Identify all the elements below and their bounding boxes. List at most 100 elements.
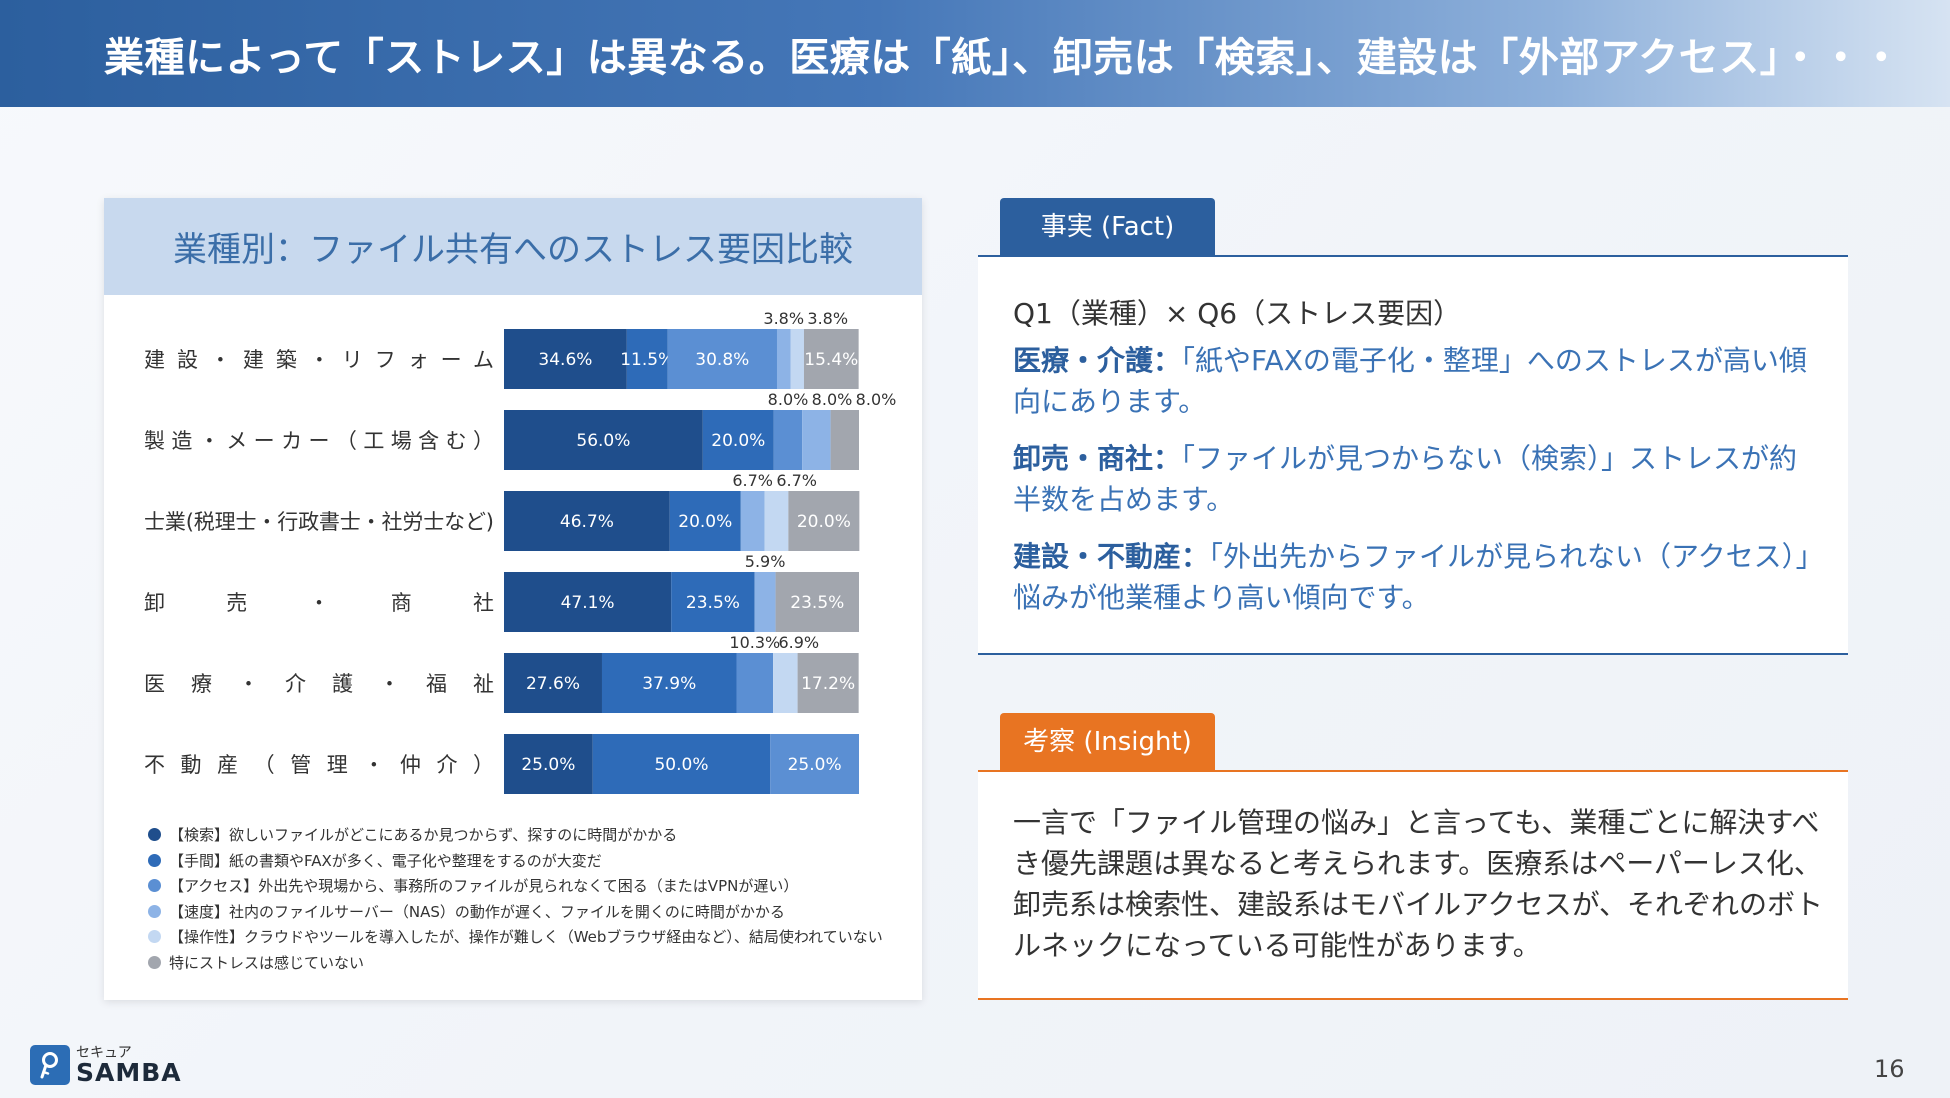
samba-logo: セキュア SAMBA [30, 1045, 182, 1085]
category-label: 製造・メーカー（工場含む） [144, 429, 494, 453]
bar-segment [790, 329, 804, 389]
bar-segment [504, 734, 593, 794]
bar-segment [797, 653, 859, 713]
logo-title: SAMBA [76, 1057, 182, 1087]
data-label: 47.1% [561, 593, 615, 613]
data-label: 20.0% [797, 512, 851, 532]
legend-label: 【アクセス】外出先や現場から、事務所のファイルが見られなくて困る（またはVPNが… [169, 877, 799, 896]
chart-title: 業種別：ファイル共有へのストレス要因比較 [173, 230, 853, 270]
legend-item: 【操作性】クラウドやツールを導入したが、操作が難しく（Webブラウザ経由など）、… [148, 924, 908, 950]
fact-item-label: 建設・不動産： [1013, 540, 1210, 573]
bar-segment [740, 491, 765, 551]
bar-segment [775, 572, 859, 632]
chart-card: 業種別：ファイル共有へのストレス要因比較 建設・建築・リフォーム 34.6% 11.… [104, 198, 922, 1000]
logo-subtitle: セキュア [76, 1044, 132, 1061]
data-label: 8.0% [768, 390, 809, 409]
fact-item-text: 「紙やFAXの電子化・整理」へのストレスが高い傾向にあります。 [1013, 344, 1807, 418]
data-label: 5.9% [745, 552, 786, 571]
data-label: 25.0% [788, 755, 842, 775]
bar-segment [504, 491, 670, 551]
insight-text: 一言で「ファイル管理の悩み」と言っても、業種ごとに解決すべき優先課題は異なると考… [1013, 806, 1824, 962]
data-label: 6.7% [776, 471, 817, 490]
chart-legend: 【検索】欲しいファイルがどこにあるか見つからず、探すのに時間がかかる【手間】紙の… [148, 822, 908, 975]
fact-item-wholesale: 卸売・商社：「ファイルが見つからない（検索）」ストレスが約半数を占めます。 [1013, 438, 1823, 520]
data-label: 34.6% [538, 350, 592, 370]
data-label: 3.8% [763, 309, 804, 328]
bar-segment [504, 410, 703, 470]
category-label: 不動産（管理・仲介） [144, 753, 494, 777]
data-label: 37.9% [642, 674, 696, 694]
data-label: 25.0% [521, 755, 575, 775]
data-label: 23.5% [686, 593, 740, 613]
insight-panel: 一言で「ファイル管理の悩み」と言っても、業種ごとに解決すべき優先課題は異なると考… [978, 770, 1848, 1000]
data-label: 27.6% [526, 674, 580, 694]
stacked-bar-chart: 建設・建築・リフォーム 34.6% 11.5% 30.8% 15.4% 3.8% 3.8% 製… [144, 309, 897, 794]
bar-segment [777, 329, 791, 389]
fact-question: Q1（業種）× Q6（ストレス要因） [1013, 297, 1462, 330]
data-label: 10.3% [729, 633, 780, 652]
fact-item-label: 医療・介護： [1013, 344, 1182, 377]
bar-segment [770, 734, 859, 794]
data-label: 8.0% [856, 390, 897, 409]
data-label: 15.4% [804, 350, 858, 370]
legend-item: 特にストレスは感じていない [148, 950, 908, 976]
legend-item: 【検索】欲しいファイルがどこにあるか見つからず、探すのに時間がかかる [148, 822, 908, 848]
bar-segment [702, 410, 774, 470]
header-banner: 業種によって「ストレス」は異なる。医療は「紙」、卸売は「検索」、建設は「外部アク… [0, 0, 1950, 107]
legend-label: 【速度】社内のファイルサーバー（NAS）の動作が遅く、ファイルを開くのに時間がか… [169, 902, 785, 921]
fact-item-label: 卸売・商社： [1013, 442, 1182, 475]
data-label: 11.5% [620, 350, 674, 370]
legend-dot-icon [148, 828, 161, 842]
bar-segment [504, 329, 627, 389]
data-label: 30.8% [695, 350, 749, 370]
bar-segment [667, 329, 777, 389]
bar-segment [626, 329, 668, 389]
bar-segment [773, 410, 803, 470]
data-label: 50.0% [654, 755, 708, 775]
bar-segment [830, 410, 859, 470]
fact-tab: 事実 (Fact) [1000, 198, 1215, 256]
legend-item: 【速度】社内のファイルサーバー（NAS）の動作が遅く、ファイルを開くのに時間がか… [148, 899, 908, 925]
bar-segment [773, 653, 798, 713]
data-label: 8.0% [812, 390, 853, 409]
legend-label: 【検索】欲しいファイルがどこにあるか見つからず、探すのに時間がかかる [169, 826, 678, 845]
fact-item-text: 「外出先からファイルが見られない（アクセス）」悩みが他業種より高い傾向です。 [1013, 540, 1810, 614]
bar-segment [669, 491, 741, 551]
bar-segment [803, 329, 859, 389]
data-label: 3.8% [807, 309, 848, 328]
legend-dot-icon [148, 930, 161, 944]
bar-segment [671, 572, 755, 632]
fact-item-text: 「ファイルが見つからない（検索）」ストレスが約半数を占めます。 [1013, 442, 1798, 516]
category-label: 医療・介護・福祉 [144, 672, 494, 696]
bar-segment [504, 572, 672, 632]
data-label: 20.0% [678, 512, 732, 532]
legend-dot-icon [148, 955, 161, 969]
data-label: 17.2% [801, 674, 855, 694]
bar-segment [736, 653, 774, 713]
bar-segment [592, 734, 771, 794]
key-icon [30, 1045, 70, 1085]
data-label: 20.0% [711, 431, 765, 451]
legend-dot-icon [148, 904, 161, 918]
data-label: 56.0% [576, 431, 630, 451]
legend-dot-icon [148, 853, 161, 867]
legend-item: 【アクセス】外出先や現場から、事務所のファイルが見られなくて困る（またはVPNが… [148, 873, 908, 899]
page-title: 業種によって「ストレス」は異なる。医療は「紙」、卸売は「検索」、建設は「外部アク… [104, 35, 1902, 81]
legend-item: 【手間】紙の書類やFAXが多く、電子化や整理をするのが大変だ [148, 848, 908, 874]
data-label: 46.7% [560, 512, 614, 532]
category-label: 士業(税理士・行政書士・社労士など) [144, 510, 494, 534]
category-label: 建設・建築・リフォーム [144, 348, 494, 372]
category-label: 卸売・商社 [144, 591, 494, 615]
page-number: 16 [1874, 1055, 1905, 1083]
bar-segment [788, 491, 860, 551]
data-label: 23.5% [790, 593, 844, 613]
insight-tab: 考察 (Insight) [1000, 713, 1215, 771]
data-label: 6.9% [778, 633, 819, 652]
fact-item-medical: 医療・介護：「紙やFAXの電子化・整理」へのストレスが高い傾向にあります。 [1013, 340, 1823, 422]
chart-title-bar: 業種別：ファイル共有へのストレス要因比較 [104, 198, 922, 295]
bar-segment [754, 572, 776, 632]
legend-dot-icon [148, 879, 161, 893]
bar-segment [601, 653, 737, 713]
legend-label: 【操作性】クラウドやツールを導入したが、操作が難しく（Webブラウザ経由など）、… [169, 928, 883, 947]
bar-segment [764, 491, 789, 551]
